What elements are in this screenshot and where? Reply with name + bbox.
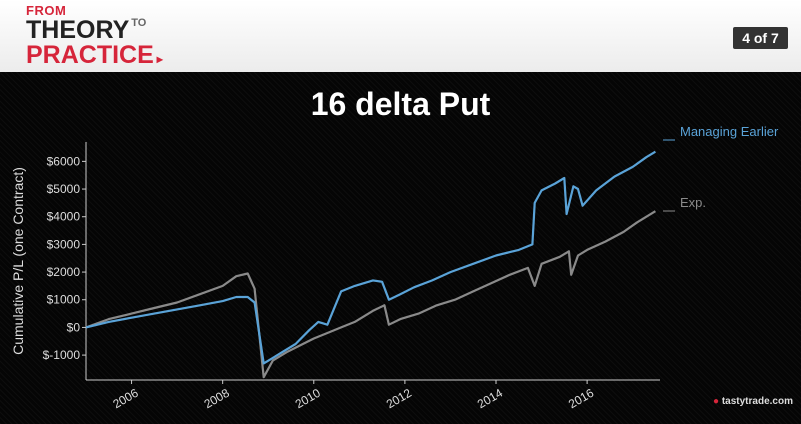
logo-theory: THEORY bbox=[26, 16, 130, 44]
background-texture bbox=[0, 72, 801, 424]
legend-label: Managing Earlier bbox=[680, 124, 779, 139]
y-axis-label: Cumulative P/L (one Contract) bbox=[10, 167, 26, 355]
slide-body bbox=[0, 72, 801, 424]
logo-practice: PRACTICE bbox=[26, 41, 154, 69]
play-triangle-icon: ▸ bbox=[156, 52, 163, 66]
from-theory-to-practice-logo: FROM THEORY TO PRACTICE ▸ bbox=[26, 4, 163, 68]
series-line-managing-earlier bbox=[85, 150, 656, 365]
page-indicator-badge: 4 of 7 bbox=[733, 27, 788, 49]
y-tick-label: $1000 bbox=[47, 293, 81, 307]
x-tick-label: 2014 bbox=[475, 386, 505, 412]
header-bar: FROM THEORY TO PRACTICE ▸ 4 of 7 bbox=[0, 0, 801, 72]
x-tick-label: 2012 bbox=[384, 386, 414, 412]
logo-from: FROM bbox=[26, 3, 67, 18]
y-tick-label: $5000 bbox=[47, 182, 81, 196]
chart-title: 16 delta Put bbox=[310, 86, 491, 122]
y-tick-label: $2000 bbox=[47, 265, 81, 279]
legend-label: Exp. bbox=[680, 195, 706, 210]
y-tick-label: $4000 bbox=[47, 210, 81, 224]
y-tick-label: $0 bbox=[67, 320, 81, 334]
logo-to: TO bbox=[131, 17, 147, 29]
footer-brand: tastytrade.com bbox=[721, 396, 793, 407]
x-tick-label: 2006 bbox=[110, 386, 140, 412]
x-tick-label: 2016 bbox=[566, 386, 596, 412]
y-tick-label: $-1000 bbox=[43, 348, 81, 362]
series-line-exp bbox=[85, 210, 656, 379]
cherry-icon: ● bbox=[713, 396, 720, 407]
x-tick-label: 2008 bbox=[202, 386, 232, 412]
tastytrade-footer-logo: ● tastytrade.com bbox=[713, 396, 793, 407]
y-tick-label: $6000 bbox=[47, 154, 81, 168]
y-tick-label: $3000 bbox=[47, 237, 81, 251]
x-tick-label: 2010 bbox=[293, 386, 323, 412]
